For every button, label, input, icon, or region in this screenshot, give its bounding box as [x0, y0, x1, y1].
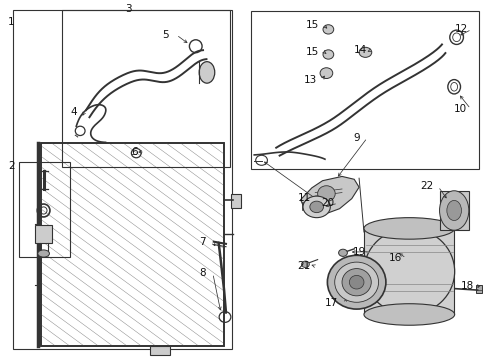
- Text: 13: 13: [304, 75, 317, 85]
- Bar: [150, 346, 169, 355]
- Ellipse shape: [303, 196, 330, 218]
- Bar: [230, 194, 240, 208]
- Ellipse shape: [323, 25, 333, 34]
- Ellipse shape: [38, 250, 49, 257]
- Text: 5: 5: [162, 30, 168, 40]
- Ellipse shape: [317, 186, 334, 202]
- Ellipse shape: [348, 275, 363, 289]
- Text: 3: 3: [125, 4, 131, 14]
- Text: 1: 1: [8, 17, 15, 27]
- Bar: [439, 191, 468, 230]
- Text: 19: 19: [352, 247, 366, 257]
- Text: 6: 6: [131, 147, 137, 157]
- Polygon shape: [300, 176, 358, 214]
- Bar: [475, 285, 481, 293]
- Text: 10: 10: [452, 104, 466, 114]
- Ellipse shape: [439, 191, 468, 230]
- Ellipse shape: [301, 261, 309, 267]
- Text: 2: 2: [8, 161, 15, 171]
- Text: 20: 20: [320, 198, 333, 208]
- Ellipse shape: [320, 68, 332, 78]
- Text: 18: 18: [460, 281, 473, 291]
- Bar: [13, 10, 232, 348]
- Text: 9: 9: [353, 133, 359, 143]
- Ellipse shape: [327, 255, 385, 309]
- Ellipse shape: [358, 47, 371, 57]
- Bar: [363, 228, 453, 315]
- Bar: [41, 143, 223, 346]
- Text: 7: 7: [198, 237, 205, 247]
- Bar: [35, 225, 52, 243]
- Text: 11: 11: [297, 193, 310, 203]
- Ellipse shape: [446, 201, 461, 221]
- Ellipse shape: [363, 304, 454, 325]
- Text: 15: 15: [305, 20, 319, 30]
- Bar: [19, 162, 70, 257]
- Ellipse shape: [341, 269, 370, 296]
- Text: 22: 22: [420, 181, 433, 192]
- Ellipse shape: [334, 262, 378, 302]
- Ellipse shape: [363, 228, 454, 315]
- Ellipse shape: [309, 201, 323, 213]
- Text: 21: 21: [297, 261, 310, 271]
- Text: 4: 4: [70, 107, 77, 117]
- Text: 12: 12: [453, 24, 467, 35]
- Text: 8: 8: [198, 268, 205, 278]
- Text: 14: 14: [353, 45, 366, 55]
- Text: 17: 17: [324, 298, 337, 308]
- Ellipse shape: [199, 62, 214, 83]
- Bar: [250, 11, 478, 168]
- Text: 16: 16: [388, 253, 402, 263]
- Bar: [41, 143, 223, 346]
- Bar: [61, 10, 229, 167]
- Text: 15: 15: [305, 46, 319, 57]
- Ellipse shape: [363, 218, 454, 239]
- Ellipse shape: [338, 249, 346, 256]
- Ellipse shape: [323, 50, 333, 59]
